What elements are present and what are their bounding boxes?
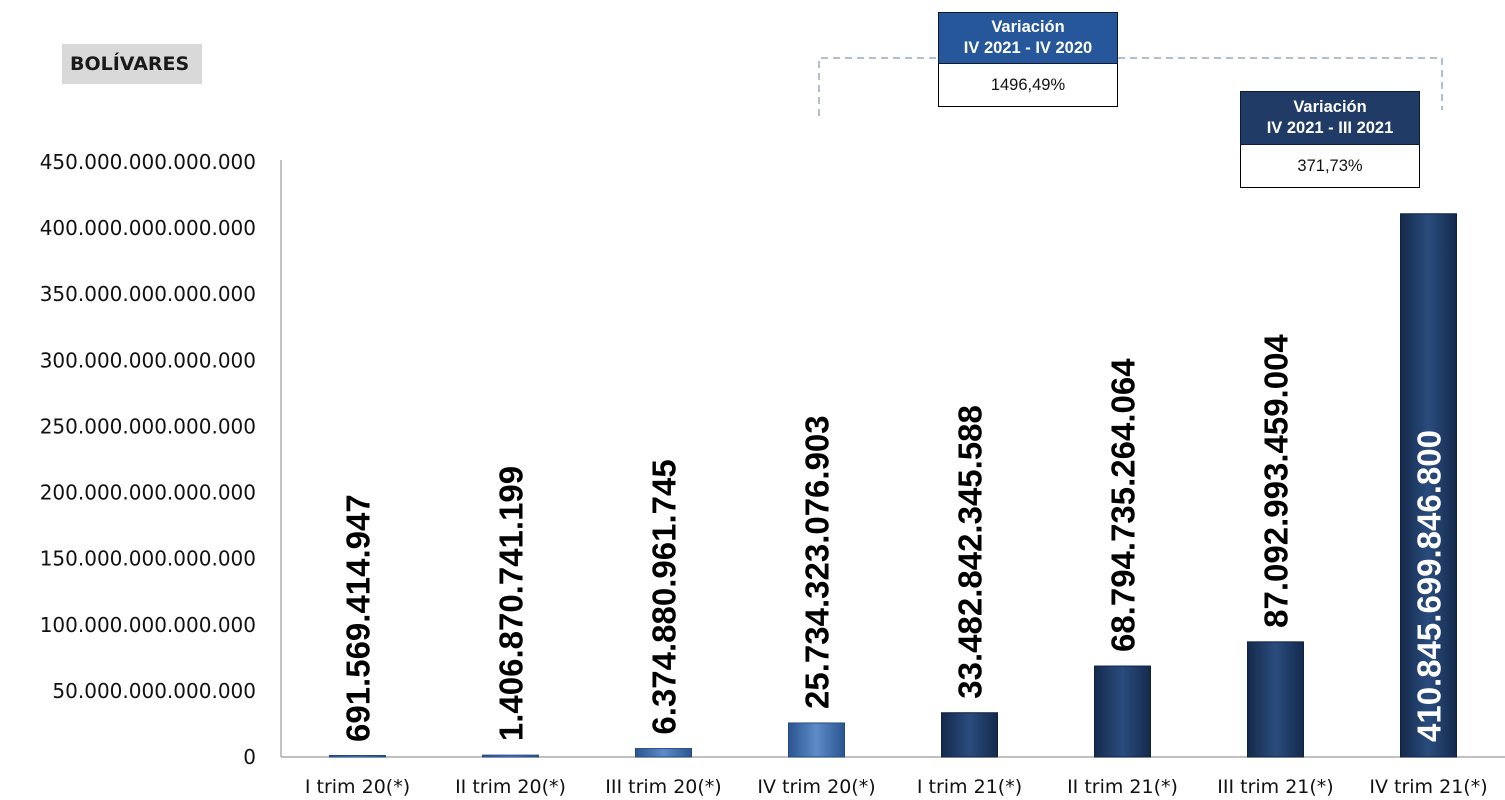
y-tick-label: 0 <box>243 745 256 769</box>
y-tick-label: 450.000.000.000.000 <box>40 150 256 174</box>
data-label: 33.482.842.345.588 <box>952 405 989 699</box>
variation-box-qoq-title: Variación IV 2021 - III 2021 <box>1240 91 1420 145</box>
unit-label: BOLÍVARES <box>62 44 202 84</box>
x-tick-label: I trim 21(*) <box>917 776 1022 798</box>
y-tick-label: 350.000.000.000.000 <box>40 282 256 306</box>
data-label: 87.092.993.459.004 <box>1258 334 1295 628</box>
data-label: 68.794.735.264.064 <box>1105 358 1142 652</box>
x-tick-label: I trim 20(*) <box>305 776 410 798</box>
y-tick-label: 300.000.000.000.000 <box>40 348 256 372</box>
data-label: 1.406.870.741.199 <box>493 466 530 741</box>
variation-box-qoq-value: 371,73% <box>1240 145 1420 188</box>
variation-box-yoy-value: 1496,49% <box>938 64 1118 107</box>
y-tick-label: 200.000.000.000.000 <box>40 481 256 505</box>
variation-box-yoy-title: Variación IV 2021 - IV 2020 <box>938 12 1118 64</box>
data-label: 25.734.323.076.903 <box>799 415 836 709</box>
variation-box-qoq-title-line1: Variación <box>1293 98 1367 116</box>
bar <box>482 754 539 758</box>
x-axis-tick-labels: I trim 20(*) II trim 20(*) III trim 20(*) I… <box>305 776 1488 798</box>
y-tick-label: 250.000.000.000.000 <box>40 414 256 438</box>
bracket-left <box>818 57 938 116</box>
variation-box-yoy-title-line2: IV 2021 - IV 2020 <box>963 39 1093 57</box>
bar <box>788 722 845 758</box>
variation-box-qoq: Variación IV 2021 - III 2021 371,73% <box>1240 91 1420 188</box>
data-label: 691.569.414.947 <box>340 494 377 742</box>
x-tick-label: III trim 21(*) <box>1217 776 1333 798</box>
comparison-bracket <box>818 57 1443 116</box>
x-tick-label: IV trim 21(*) <box>1369 776 1487 798</box>
data-label: 6.374.880.961.745 <box>646 459 683 734</box>
bracket-right <box>1118 57 1443 110</box>
bar <box>1400 213 1457 758</box>
x-tick-label: IV trim 20(*) <box>757 776 875 798</box>
bar <box>941 712 998 758</box>
y-tick-label: 100.000.000.000.000 <box>40 613 256 637</box>
y-axis-tick-labels: 0 50.000.000.000.000 100.000.000.000.000 15… <box>40 150 256 769</box>
y-tick-label: 150.000.000.000.000 <box>40 547 256 571</box>
bars-group <box>329 213 1457 758</box>
x-tick-label: II trim 21(*) <box>1067 776 1178 798</box>
bar <box>329 755 386 758</box>
variation-box-yoy-title-line1: Variación <box>991 18 1065 36</box>
y-tick-label: 50.000.000.000.000 <box>52 679 256 703</box>
bar <box>1094 665 1151 758</box>
variation-box-yoy: Variación IV 2021 - IV 2020 1496,49% <box>938 12 1118 107</box>
bar <box>1247 641 1304 758</box>
y-tick-label: 400.000.000.000.000 <box>40 216 256 240</box>
x-tick-label: III trim 20(*) <box>605 776 721 798</box>
data-label: 410.845.699.846.800 <box>1411 430 1448 742</box>
variation-box-qoq-title-line2: IV 2021 - III 2021 <box>1266 119 1394 137</box>
bar <box>635 748 692 758</box>
data-labels-group: 691.569.414.947 1.406.870.741.199 6.374.88… <box>340 334 1448 742</box>
x-tick-label: II trim 20(*) <box>455 776 566 798</box>
